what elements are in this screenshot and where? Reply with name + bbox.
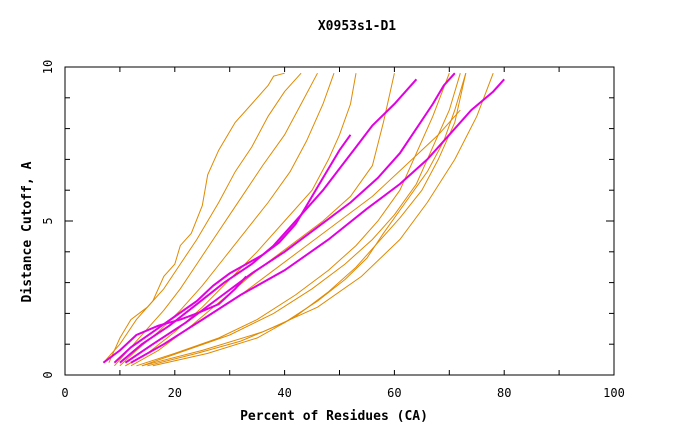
series-line-orange [114, 72, 318, 367]
series-line-orange [136, 73, 450, 367]
series-line-orange [103, 72, 285, 364]
series-line-orange [125, 109, 461, 367]
series-line-magenta [130, 78, 505, 364]
x-tick-label: 60 [387, 386, 401, 400]
x-axis-label: Percent of Residues (CA) [240, 409, 428, 424]
series-line-magenta [102, 275, 247, 364]
y-tick-label: 5 [41, 217, 55, 224]
y-axis-ticks: 0 5 10 [41, 60, 55, 379]
chart-title: X0953s1-D1 [318, 19, 396, 34]
x-tick-label: 0 [61, 386, 68, 400]
y-tick-label: 0 [41, 371, 55, 378]
plot-frame [64, 66, 615, 376]
y-tick-label: 10 [41, 60, 55, 74]
series-layer [102, 72, 505, 367]
y-axis-label: Distance Cutoff, A [20, 161, 35, 302]
series-line-magenta [124, 72, 456, 364]
series-line-orange [108, 72, 302, 363]
series-line-magenta [119, 78, 418, 364]
series-line-orange [152, 73, 467, 367]
x-axis-ticks: 0 20 40 60 80 100 [61, 386, 624, 400]
series-line-magenta [113, 134, 352, 364]
series-line-orange [125, 73, 357, 367]
x-tick-label: 80 [497, 386, 511, 400]
x-tick-label: 100 [603, 386, 625, 400]
x-tick-label: 20 [168, 386, 182, 400]
series-line-orange [141, 73, 494, 367]
series-line-orange [141, 73, 461, 367]
x-tick-label: 40 [277, 386, 291, 400]
